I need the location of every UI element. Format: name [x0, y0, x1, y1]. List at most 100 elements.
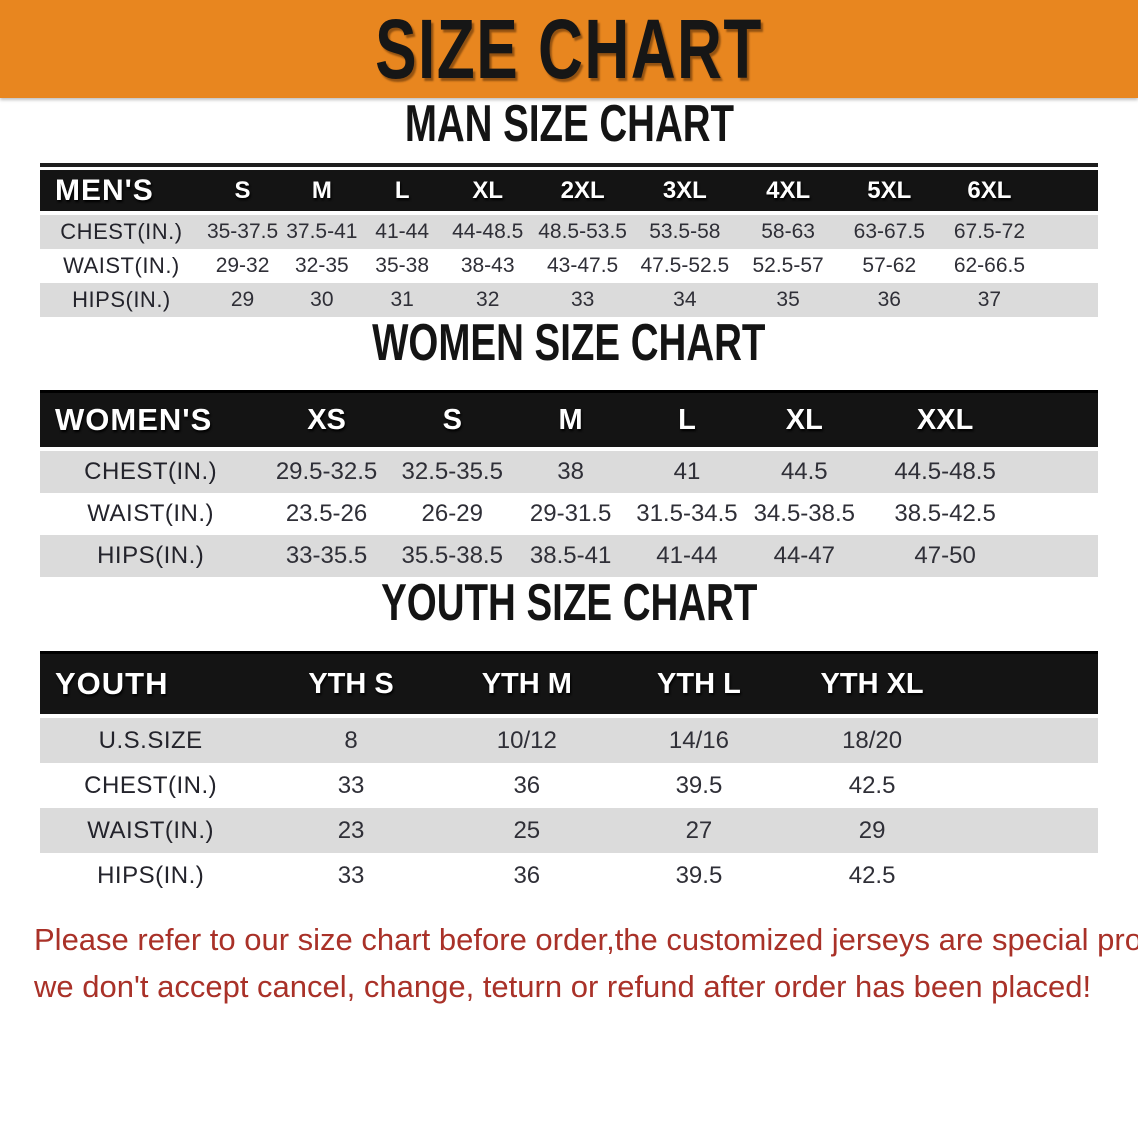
size-cell: 37 [939, 283, 1040, 317]
table-row: HIPS(IN.) 33 36 39.5 42.5 [40, 853, 1098, 898]
size-cell: 23.5-26 [261, 493, 392, 535]
size-cell: 48.5-53.5 [532, 211, 633, 249]
size-column-header: XS [261, 390, 392, 451]
men-size-table: MEN'S S M L XL 2XL 3XL 4XL 5XL 6XL CHEST(IN.) 35-37… [40, 170, 1098, 317]
row-spacer [959, 808, 1098, 853]
size-column-header: YTH L [612, 651, 785, 718]
row-label: HIPS(IN.) [40, 535, 262, 577]
table-row: WAIST(IN.) 29-32 32-35 35-38 38-43 43-47.5 47.… [40, 249, 1098, 283]
table-row: U.S.SIZE 8 10/12 14/16 18/20 [40, 714, 1098, 763]
size-cell: 41 [628, 447, 746, 493]
row-spacer [1039, 249, 1098, 283]
table-row: HIPS(IN.) 33-35.5 35.5-38.5 38.5-41 41-44 44-… [40, 535, 1098, 577]
size-column-header: XXL [863, 390, 1028, 451]
size-cell: 32-35 [282, 249, 362, 283]
size-cell: 67.5-72 [939, 211, 1040, 249]
size-cell: 32.5-35.5 [391, 447, 513, 493]
size-cell: 35 [737, 283, 840, 317]
size-cell: 36 [440, 853, 613, 898]
row-label: WAIST(IN.) [40, 249, 203, 283]
table-row: CHEST(IN.) 29.5-32.5 32.5-35.5 38 41 44.5 44.5… [40, 447, 1098, 493]
size-cell: 38.5-42.5 [863, 493, 1028, 535]
size-column-header: 4XL [737, 170, 840, 213]
row-label: HIPS(IN.) [40, 283, 203, 317]
size-cell: 52.5-57 [737, 249, 840, 283]
size-cell: 42.5 [785, 853, 960, 898]
size-column-header: L [361, 170, 443, 213]
size-cell: 44-47 [745, 535, 864, 577]
size-column-header: XL [442, 170, 533, 213]
size-column-header: 2XL [532, 170, 633, 213]
row-spacer [1039, 283, 1098, 317]
size-cell: 36 [440, 763, 613, 808]
size-column-header: M [512, 390, 629, 451]
size-cell: 38 [512, 447, 629, 493]
size-column-header: YTH S [261, 651, 441, 718]
size-cell: 53.5-58 [632, 211, 737, 249]
youth-header-label: YOUTH [40, 651, 262, 718]
size-cell: 30 [282, 283, 362, 317]
row-label: WAIST(IN.) [40, 808, 262, 853]
table-row: CHEST(IN.) 33 36 39.5 42.5 [40, 763, 1098, 808]
row-label: CHEST(IN.) [40, 447, 262, 493]
men-section-title: MAN SIZE CHART [404, 95, 734, 153]
size-cell: 33-35.5 [261, 535, 392, 577]
row-label: WAIST(IN.) [40, 493, 262, 535]
size-cell: 41-44 [628, 535, 746, 577]
row-spacer [1039, 211, 1098, 249]
size-cell: 29-32 [202, 249, 283, 283]
size-cell: 35-37.5 [202, 211, 283, 249]
size-cell: 47-50 [863, 535, 1028, 577]
size-cell: 18/20 [785, 714, 960, 763]
size-cell: 58-63 [737, 211, 840, 249]
row-label: U.S.SIZE [40, 714, 262, 763]
size-cell: 32 [442, 283, 533, 317]
order-notice: Please refer to our size chart before or… [34, 916, 1138, 1010]
size-cell: 8 [261, 714, 441, 763]
size-cell: 44.5 [745, 447, 864, 493]
size-cell: 39.5 [612, 763, 785, 808]
row-spacer [959, 763, 1098, 808]
size-cell: 33 [532, 283, 633, 317]
table-row: WAIST(IN.) 23.5-26 26-29 29-31.5 31.5-34.5 34… [40, 493, 1098, 535]
size-cell: 47.5-52.5 [632, 249, 737, 283]
size-column-header: XL [745, 390, 864, 451]
header-spacer [959, 651, 1098, 718]
size-column-header: YTH XL [785, 651, 960, 718]
size-column-header: 3XL [632, 170, 737, 213]
notice-line-1: Please refer to our size chart before or… [34, 922, 1138, 957]
size-cell: 38.5-41 [512, 535, 629, 577]
banner: SIZE CHART [0, 0, 1138, 98]
size-cell: 62-66.5 [939, 249, 1040, 283]
size-cell: 26-29 [391, 493, 513, 535]
men-table-topline [40, 163, 1098, 167]
size-cell: 29 [202, 283, 283, 317]
size-column-header: YTH M [440, 651, 613, 718]
row-spacer [959, 714, 1098, 763]
youth-section: YOUTH SIZE CHART YOUTH YTH S YTH M YTH L YTH… [0, 577, 1138, 898]
table-row: CHEST(IN.) 35-37.5 37.5-41 41-44 44-48.5 48.5… [40, 211, 1098, 249]
size-cell: 23 [261, 808, 441, 853]
size-cell: 38-43 [442, 249, 533, 283]
row-spacer [1027, 535, 1098, 577]
row-label: HIPS(IN.) [40, 853, 262, 898]
men-header-label: MEN'S [40, 170, 203, 213]
size-cell: 63-67.5 [839, 211, 940, 249]
youth-section-title: YOUTH SIZE CHART [380, 574, 758, 632]
size-cell: 43-47.5 [532, 249, 633, 283]
size-cell: 27 [612, 808, 785, 853]
table-row: HIPS(IN.) 29 30 31 32 33 34 35 36 37 [40, 283, 1098, 317]
row-spacer [959, 853, 1098, 898]
table-row: WAIST(IN.) 23 25 27 29 [40, 808, 1098, 853]
size-cell: 29-31.5 [512, 493, 629, 535]
youth-header-row: YOUTH YTH S YTH M YTH L YTH XL [40, 651, 1098, 718]
men-header-row: MEN'S S M L XL 2XL 3XL 4XL 5XL 6XL [40, 170, 1098, 213]
women-header-row: WOMEN'S XS S M L XL XXL [40, 390, 1098, 451]
youth-size-table: YOUTH YTH S YTH M YTH L YTH XL U.S.SIZE 8 10/12… [40, 651, 1098, 898]
header-spacer [1039, 170, 1098, 213]
row-spacer [1027, 447, 1098, 493]
size-cell: 41-44 [361, 211, 443, 249]
size-cell: 31 [361, 283, 443, 317]
size-cell: 10/12 [440, 714, 613, 763]
